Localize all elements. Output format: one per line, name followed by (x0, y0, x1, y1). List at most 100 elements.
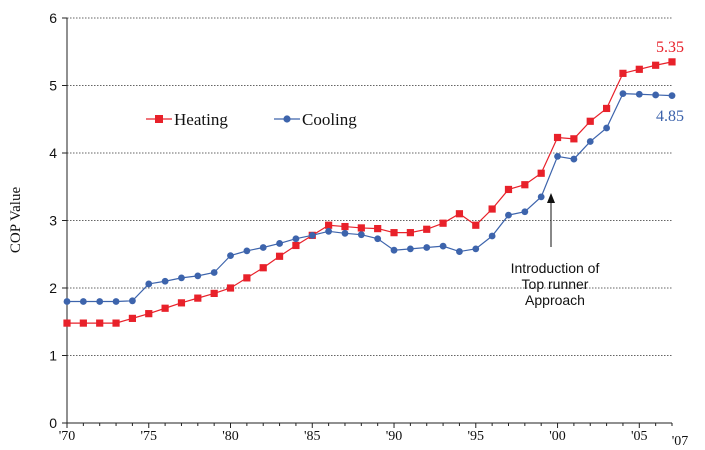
point-cooling-1991 (406, 245, 414, 253)
point-heating-1989 (374, 225, 382, 233)
point-heating-1977 (177, 299, 186, 307)
point-cooling-1990 (390, 246, 398, 254)
point-heating-2004 (619, 69, 627, 77)
point-heating-1994 (455, 210, 464, 218)
point-cooling-1987 (341, 229, 349, 237)
y-tick-label-2: 2 (49, 280, 57, 296)
cooling-end-label: 4.85 (656, 108, 684, 125)
point-heating-1996 (488, 205, 496, 213)
point-heating-1975 (145, 310, 153, 318)
point-cooling-1989 (374, 235, 382, 243)
point-heating-1995 (472, 221, 480, 229)
point-cooling-1988 (357, 231, 365, 239)
y-tick-label-0: 0 (49, 415, 57, 431)
x-tick-label-6: '00 (549, 429, 566, 444)
point-cooling-2004 (619, 90, 627, 97)
annotation-line-3: Approach (525, 292, 585, 308)
point-heating-1984 (292, 241, 300, 250)
point-cooling-2003 (603, 124, 610, 132)
point-heating-1997 (504, 185, 513, 194)
annotation-line-1: Introduction of (511, 260, 600, 276)
point-cooling-1976 (161, 277, 169, 285)
point-heating-1991 (406, 229, 414, 237)
point-heating-1993 (439, 219, 447, 227)
legend-item-heating: Heating (146, 110, 228, 129)
x-tick-label-5: '95 (468, 429, 485, 444)
point-heating-1973 (112, 319, 120, 327)
point-cooling-1992 (423, 244, 431, 251)
y-axis-title: COP Value (8, 187, 24, 254)
x-tick-labels: '70 '75 '80 '85 '90 '95 '00 '05 '07 (59, 423, 688, 449)
annotation-line-2: Top runner (522, 276, 589, 292)
point-cooling-1980 (227, 252, 234, 259)
legend-heating-label: Heating (174, 110, 228, 129)
series-layer (63, 58, 676, 327)
point-heating-2003 (602, 104, 611, 113)
y-tick-label-6: 6 (49, 10, 57, 26)
point-heating-1983 (275, 252, 284, 260)
point-heating-2001 (570, 135, 578, 143)
point-cooling-1973 (112, 298, 120, 305)
point-heating-1981 (243, 274, 251, 282)
point-cooling-1977 (178, 274, 185, 282)
x-tick-label-3: '85 (304, 429, 321, 444)
gridlines (67, 17, 672, 356)
point-heating-2000 (553, 133, 562, 142)
point-heating-1974 (128, 314, 137, 322)
point-cooling-1996 (488, 232, 496, 240)
point-cooling-1985 (308, 231, 316, 239)
point-cooling-1993 (439, 242, 447, 250)
point-heating-2005 (635, 65, 643, 73)
point-heating-2002 (586, 117, 594, 125)
x-tick-label-4: '90 (386, 429, 403, 444)
point-heating-1998 (521, 181, 529, 189)
legend: Heating Cooling (146, 110, 357, 129)
point-cooling-2005 (635, 90, 643, 98)
point-heating-1992 (423, 225, 431, 233)
point-heating-1979 (210, 289, 218, 297)
point-heating-1970 (63, 319, 71, 327)
x-tick-label-0: '70 (59, 429, 76, 444)
point-cooling-1999 (537, 193, 545, 201)
annotation-arrow-head (547, 193, 555, 203)
point-cooling-1998 (521, 208, 529, 216)
y-tick-labels: 0 1 2 3 4 5 6 (49, 10, 67, 431)
point-cooling-2007 (668, 92, 676, 100)
point-heating-1976 (161, 304, 169, 312)
point-cooling-1994 (456, 248, 463, 255)
point-heating-1988 (357, 224, 365, 232)
point-heating-1990 (390, 229, 398, 237)
y-tick-label-4: 4 (49, 145, 57, 161)
y-tick-label-1: 1 (49, 348, 57, 364)
point-heating-1986 (325, 221, 333, 229)
point-heating-1978 (194, 294, 202, 302)
heating-end-label: 5.35 (656, 39, 684, 56)
point-cooling-1986 (325, 227, 333, 235)
point-heating-1987 (341, 222, 349, 231)
point-cooling-1971 (79, 298, 87, 305)
legend-heating-marker (155, 115, 163, 123)
y-tick-label-5: 5 (49, 78, 57, 94)
point-cooling-1970 (63, 298, 71, 305)
point-cooling-2006 (652, 91, 660, 99)
point-cooling-2001 (570, 155, 578, 163)
point-heating-2007 (668, 58, 676, 66)
x-tick-label-7: '05 (631, 429, 648, 444)
point-cooling-1974 (129, 297, 136, 305)
point-cooling-1981 (243, 247, 251, 255)
y-tick-label-3: 3 (49, 213, 57, 229)
point-cooling-2000 (554, 152, 561, 160)
point-cooling-1978 (194, 272, 202, 280)
point-heating-1999 (537, 169, 545, 177)
point-cooling-1984 (292, 235, 300, 243)
point-cooling-1979 (210, 269, 218, 276)
point-cooling-1972 (96, 298, 104, 305)
x-tick-label-1: '75 (140, 429, 157, 444)
point-cooling-1975 (145, 280, 153, 288)
annotation: Introduction of Top runner Approach (511, 193, 600, 308)
point-heating-1972 (96, 319, 104, 327)
point-cooling-1982 (259, 244, 267, 251)
point-cooling-1983 (276, 240, 283, 247)
